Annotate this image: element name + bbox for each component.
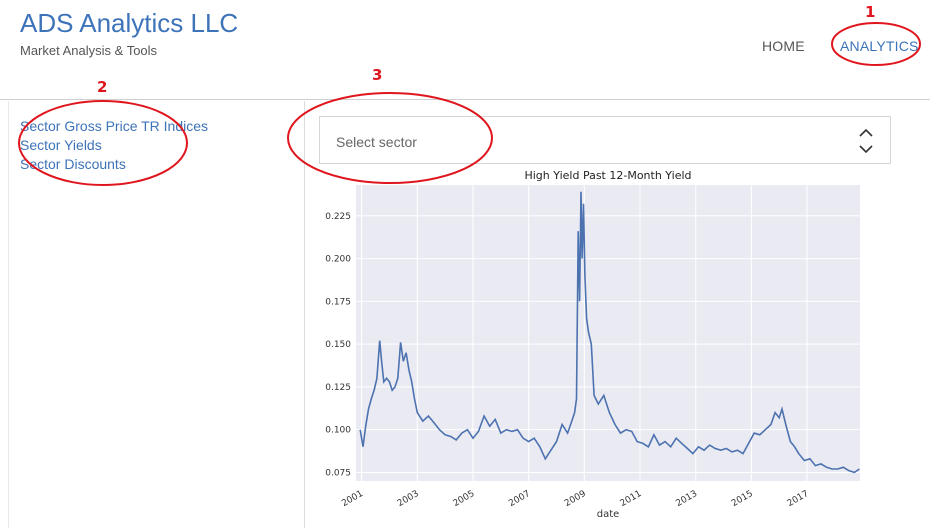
site-header: ADS Analytics LLC Market Analysis & Tool… xyxy=(0,0,930,100)
site-title[interactable]: ADS Analytics LLC xyxy=(20,8,239,38)
x-tick-label: 2005 xyxy=(452,489,477,509)
sidebar-link-discounts[interactable]: Sector Discounts xyxy=(20,156,126,172)
yield-chart: High Yield Past 12-Month Yield 0.075 0.10… xyxy=(325,169,860,520)
y-tick-label: 0.075 xyxy=(325,468,351,478)
site-subtitle: Market Analysis & Tools xyxy=(20,43,158,58)
x-tick-label: 2007 xyxy=(507,489,532,509)
annotation-number-2: 2 xyxy=(97,78,108,96)
y-tick-label: 0.225 xyxy=(325,212,351,222)
sidebar: Sector Gross Price TR Indices Sector Yie… xyxy=(8,101,305,528)
series-line xyxy=(359,191,860,474)
x-tick-label: 2015 xyxy=(730,489,755,509)
annotation-number-1: 1 xyxy=(865,3,876,21)
x-tick-label: 2003 xyxy=(396,489,421,509)
nav-analytics-link[interactable]: ANALYTICS xyxy=(840,38,919,54)
x-tick-label: 2009 xyxy=(563,489,588,509)
y-tick-label: 0.175 xyxy=(325,297,351,307)
chart-title: High Yield Past 12-Month Yield xyxy=(524,169,691,182)
x-tick-label: 2011 xyxy=(619,489,644,509)
annotation-number-3: 3 xyxy=(372,66,383,84)
x-axis-ticks: 2001 2003 2005 2007 2009 2011 2013 2015 2017 xyxy=(340,489,810,509)
y-tick-label: 0.150 xyxy=(325,340,351,350)
sector-select-placeholder: Select sector xyxy=(336,134,417,150)
x-tick-label: 2001 xyxy=(340,489,365,509)
sidebar-link-yields[interactable]: Sector Yields xyxy=(20,137,102,153)
y-tick-label: 0.125 xyxy=(325,383,351,393)
y-axis-ticks: 0.075 0.100 0.125 0.150 0.175 0.200 0.225 xyxy=(325,212,351,479)
updown-chevron-icon xyxy=(859,128,873,154)
nav-home-link[interactable]: HOME xyxy=(762,38,805,54)
y-tick-label: 0.100 xyxy=(325,426,351,436)
y-tick-label: 0.200 xyxy=(325,255,351,265)
plot-area xyxy=(356,185,860,481)
x-tick-label: 2017 xyxy=(786,489,811,509)
sector-select[interactable]: Select sector xyxy=(319,116,891,164)
x-axis-label: date xyxy=(597,509,620,520)
x-tick-label: 2013 xyxy=(674,489,699,509)
sidebar-link-gross-price[interactable]: Sector Gross Price TR Indices xyxy=(20,118,209,134)
